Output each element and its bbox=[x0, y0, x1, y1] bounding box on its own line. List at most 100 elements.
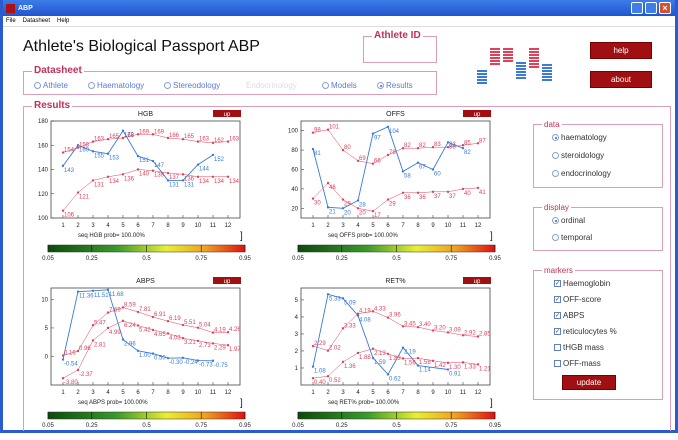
data-label-upper: 3.09 bbox=[449, 327, 461, 333]
data-point-upper bbox=[446, 145, 450, 149]
help-button[interactable]: help bbox=[590, 42, 652, 59]
about-button[interactable]: about bbox=[590, 71, 652, 88]
radio-icon[interactable] bbox=[164, 82, 171, 89]
data-point-upper bbox=[121, 306, 125, 309]
menu-help[interactable]: Help bbox=[57, 18, 70, 24]
radio-icon[interactable] bbox=[322, 82, 329, 89]
x-tick-label: 1 bbox=[311, 223, 315, 229]
x-tick-label: 9 bbox=[431, 390, 435, 396]
data-label-upper: 166 bbox=[124, 133, 135, 139]
data-label-lower: 1.97 bbox=[229, 347, 241, 353]
data-point-lower bbox=[151, 328, 155, 332]
marker-checkbox-thgb-mass[interactable]: tHGB mass bbox=[554, 343, 604, 352]
radio-icon[interactable] bbox=[552, 152, 559, 159]
marker-checkbox-off-score[interactable]: ✓ OFF-score bbox=[554, 295, 601, 304]
data-label-lower: 29 bbox=[389, 202, 396, 208]
data-point-measured bbox=[416, 161, 420, 164]
minimize-button[interactable] bbox=[631, 2, 643, 14]
checkbox-unchecked-icon[interactable] bbox=[554, 344, 561, 351]
radio-icon[interactable] bbox=[34, 82, 41, 89]
up-button[interactable]: up bbox=[213, 277, 241, 285]
datasheet-radio-models[interactable]: Models bbox=[322, 81, 357, 90]
data-label-measured: 11.36 bbox=[79, 294, 94, 300]
checkbox-checked-icon[interactable]: ✓ bbox=[554, 296, 561, 303]
datasheet-radio-results[interactable]: Results bbox=[377, 81, 413, 90]
marker-checkbox-reticulocytes-[interactable]: ✓ reticulocytes % bbox=[554, 327, 617, 336]
y-tick-label: 140 bbox=[38, 168, 49, 174]
data-label-lower: 121 bbox=[79, 195, 90, 201]
colorbar-tick-label: 0.95 bbox=[239, 256, 251, 262]
data-point-lower bbox=[181, 336, 185, 340]
data-label-upper: 169 bbox=[154, 129, 165, 135]
maximize-button[interactable] bbox=[645, 2, 657, 14]
up-button[interactable]: up bbox=[213, 110, 241, 118]
logo-bar bbox=[529, 63, 539, 65]
up-button[interactable]: up bbox=[463, 277, 491, 285]
data-point-lower bbox=[356, 351, 360, 355]
logo-bar bbox=[529, 51, 539, 53]
colorbar-tick-label: 0.95 bbox=[489, 256, 501, 262]
checkbox-checked-icon[interactable]: ✓ bbox=[554, 312, 561, 319]
logo-bar bbox=[542, 67, 552, 69]
data-label-upper: 2.85 bbox=[479, 332, 491, 338]
data-label-upper: 69 bbox=[359, 156, 366, 162]
data-radio-endocrinology[interactable]: endocrinology bbox=[552, 169, 611, 178]
close-button[interactable]: × bbox=[659, 2, 671, 14]
data-point-upper bbox=[76, 146, 80, 149]
data-point-upper bbox=[326, 128, 330, 131]
data-point-lower bbox=[106, 175, 110, 178]
data-point-upper bbox=[181, 323, 185, 327]
up-button[interactable]: up bbox=[463, 110, 491, 118]
data-radio-haematology[interactable]: haematology bbox=[552, 133, 607, 142]
results-label: Results bbox=[32, 100, 73, 111]
display-radio-temporal[interactable]: temporal bbox=[552, 233, 592, 242]
data-point-measured bbox=[166, 356, 170, 360]
x-tick-label: 5 bbox=[121, 390, 125, 396]
data-point-upper bbox=[461, 334, 465, 337]
data-point-lower bbox=[386, 198, 390, 201]
data-radio-steroidology[interactable]: steroidology bbox=[552, 151, 604, 160]
data-label-upper: 4.19 bbox=[359, 309, 371, 315]
datasheet-radio-stereodology[interactable]: Stereodology bbox=[164, 81, 220, 90]
radio-icon[interactable] bbox=[377, 82, 384, 89]
display-group-label: display bbox=[542, 203, 571, 212]
datasheet-radio-athlete[interactable]: Athlete bbox=[34, 81, 68, 90]
markers-group: markers ✓ Haemoglobin ✓ OFF-score ✓ ABPS ✓ reti… bbox=[533, 266, 663, 400]
data-label-measured: 2.96 bbox=[124, 342, 136, 348]
x-tick-label: 4 bbox=[106, 223, 110, 229]
menu-file[interactable]: File bbox=[6, 18, 16, 24]
logo-bar bbox=[516, 71, 526, 73]
checkbox-label: Haemoglobin bbox=[563, 279, 611, 288]
x-tick-label: 8 bbox=[416, 223, 420, 229]
marker-checkbox-abps[interactable]: ✓ ABPS bbox=[554, 311, 584, 320]
radio-icon[interactable] bbox=[88, 82, 95, 89]
logo-bar bbox=[542, 70, 552, 72]
data-point-measured bbox=[106, 288, 110, 292]
menu-datasheet[interactable]: Datasheet bbox=[22, 18, 51, 24]
checkbox-label: tHGB mass bbox=[563, 343, 604, 352]
x-tick-label: 8 bbox=[166, 390, 170, 396]
checkbox-checked-icon[interactable]: ✓ bbox=[554, 328, 561, 335]
checkbox-checked-icon[interactable]: ✓ bbox=[554, 280, 561, 287]
display-radio-ordinal[interactable]: ordinal bbox=[552, 216, 585, 225]
update-button[interactable]: update bbox=[562, 375, 616, 390]
data-label-upper: 6.19 bbox=[169, 316, 181, 322]
radio-icon[interactable] bbox=[552, 234, 559, 241]
data-label-measured: 131 bbox=[169, 182, 180, 188]
data-point-upper bbox=[341, 327, 345, 330]
logo-bar bbox=[542, 73, 552, 75]
checkbox-unchecked-icon[interactable] bbox=[554, 360, 561, 367]
colorbar-tick-label: 0.25 bbox=[86, 256, 98, 262]
radio-icon[interactable] bbox=[552, 170, 559, 177]
marker-checkbox-haemoglobin[interactable]: ✓ Haemoglobin bbox=[554, 279, 610, 288]
data-label-lower: 134 bbox=[229, 179, 240, 185]
data-label-measured: 1.00 bbox=[139, 353, 151, 359]
radio-icon[interactable] bbox=[552, 217, 559, 224]
data-point-upper bbox=[401, 325, 405, 328]
up-button-label: up bbox=[224, 279, 231, 285]
datasheet-radio-haematology[interactable]: Haematology bbox=[88, 81, 144, 90]
marker-checkbox-off-mass[interactable]: OFF-mass bbox=[554, 359, 601, 368]
logo-bar bbox=[503, 48, 513, 50]
radio-icon[interactable] bbox=[552, 134, 559, 141]
